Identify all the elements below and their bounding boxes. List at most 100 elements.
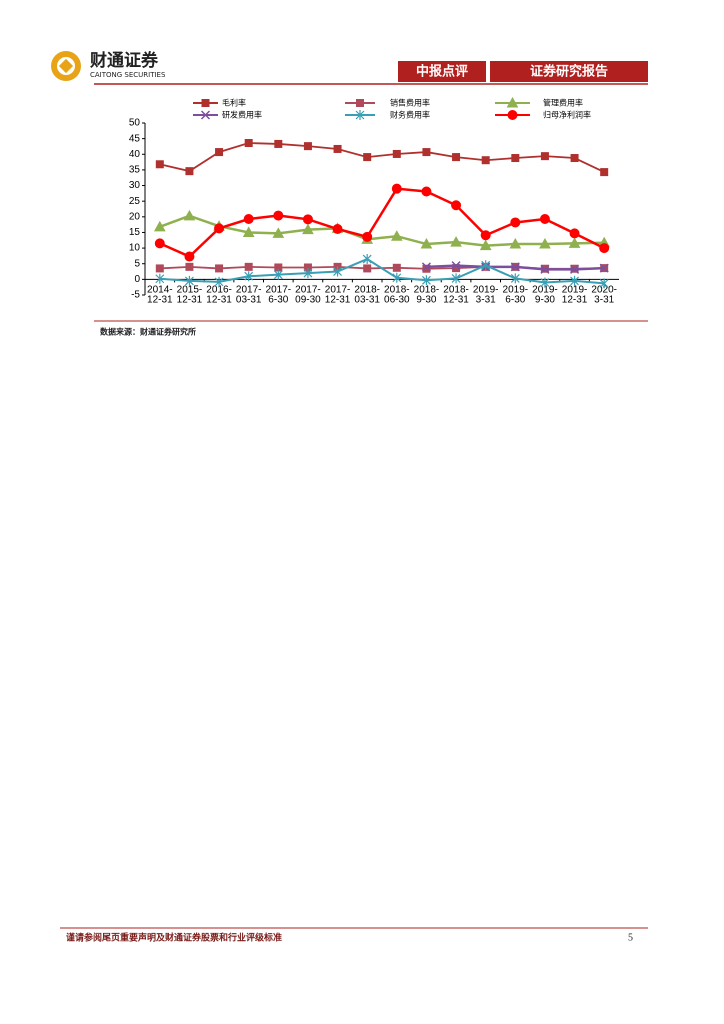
marker [302, 214, 313, 225]
marker [333, 266, 342, 277]
marker [511, 154, 520, 163]
logo-subtext: CAITONG SECURITIES [90, 71, 166, 79]
y-tick-label: 40 [129, 149, 141, 160]
y-tick-label: 15 [129, 227, 141, 238]
marker [244, 262, 253, 271]
legend-label: 管理费用率 [543, 98, 583, 108]
marker [510, 273, 520, 284]
marker [363, 153, 372, 162]
marker [155, 264, 164, 273]
marker [600, 168, 609, 177]
marker [539, 214, 550, 225]
marker [391, 183, 402, 194]
marker [510, 262, 520, 272]
marker [273, 269, 283, 280]
marker [274, 139, 283, 148]
series-line [159, 257, 605, 285]
footer-note: 谨请参阅尾页重要声明及财通证券股票和行业评级标准 [66, 932, 282, 944]
marker [422, 264, 431, 273]
marker [421, 186, 432, 197]
marker [154, 238, 165, 249]
marker [509, 237, 522, 249]
marker [451, 200, 462, 211]
x-tick-label: 2017-6-30 [266, 284, 292, 305]
marker [303, 268, 313, 279]
x-tick-label: 2014-12-31 [147, 284, 173, 305]
legend-marker [201, 99, 210, 107]
x-tick-label: 2019-9-30 [532, 284, 558, 305]
marker [422, 275, 431, 286]
x-tick-label: 2018-06-30 [384, 284, 410, 305]
marker [510, 217, 521, 228]
x-tick-label: 2019-6-30 [503, 284, 529, 305]
y-tick-label: 20 [129, 211, 141, 222]
legend-item: 研发费用率 [193, 110, 262, 120]
x-tick-label: 2015-12-31 [177, 284, 203, 305]
x-tick-label: 2018-03-31 [354, 284, 380, 305]
legend-marker [506, 96, 519, 108]
legend-marker [355, 110, 365, 120]
marker [421, 262, 431, 272]
marker [481, 260, 491, 271]
marker [215, 148, 224, 157]
marker [568, 237, 581, 248]
y-tick-label: 5 [134, 258, 140, 269]
marker [215, 264, 224, 273]
marker [540, 264, 550, 274]
tag: 中报点评 [416, 64, 468, 80]
marker [569, 228, 580, 239]
series-line [159, 214, 605, 247]
marker [392, 272, 402, 283]
x-tick-label: 2016-12-31 [206, 284, 232, 305]
marker [539, 237, 551, 249]
legend-marker [507, 110, 518, 120]
marker [155, 273, 165, 284]
marker [392, 149, 401, 158]
tag-box [398, 61, 486, 82]
y-tick-label: 25 [129, 196, 141, 207]
marker [451, 273, 461, 284]
report-type-box [490, 61, 648, 82]
y-tick-label: 45 [129, 133, 141, 144]
logo [51, 51, 81, 81]
marker [452, 153, 461, 162]
marker [540, 152, 549, 161]
marker [273, 210, 284, 221]
legend-label: 毛利率 [222, 98, 246, 108]
source: 数据来源：财通证券研究所 [100, 327, 196, 337]
x-tick-label: 2019-12-31 [562, 284, 588, 305]
y-tick-label: 10 [129, 243, 141, 254]
marker [599, 263, 609, 273]
marker [244, 271, 254, 282]
marker [332, 224, 343, 235]
marker [302, 223, 314, 235]
legend-label: 销售费用率 [390, 98, 430, 108]
legend-label: 财务费用率 [390, 110, 430, 120]
marker [303, 142, 312, 151]
marker [183, 209, 196, 221]
x-tick-label: 2020-3-31 [591, 284, 617, 305]
marker [599, 278, 609, 289]
marker [333, 144, 342, 153]
legend-item: 毛利率 [193, 98, 246, 108]
y-tick-label: 35 [129, 165, 141, 176]
marker [479, 239, 492, 251]
marker [420, 237, 433, 249]
marker [599, 243, 610, 254]
legend-item: 归母净利润率 [495, 110, 591, 120]
marker [214, 223, 225, 234]
y-tick-label: 0 [134, 274, 140, 285]
chart: -5 0 5 10 15 20 25 30 35 40 45 50 2014-12-312015-12-… [129, 96, 619, 305]
marker [422, 148, 431, 157]
marker [362, 254, 372, 265]
marker [540, 277, 550, 288]
legend-item: 管理费用率 [495, 96, 583, 108]
legend-label: 研发费用率 [222, 110, 262, 120]
marker [362, 231, 373, 242]
page-number: 5 [628, 932, 633, 943]
marker [243, 214, 254, 225]
x-tick-label: 2018-9-30 [414, 284, 440, 305]
series-line [159, 142, 605, 173]
marker [570, 264, 580, 274]
